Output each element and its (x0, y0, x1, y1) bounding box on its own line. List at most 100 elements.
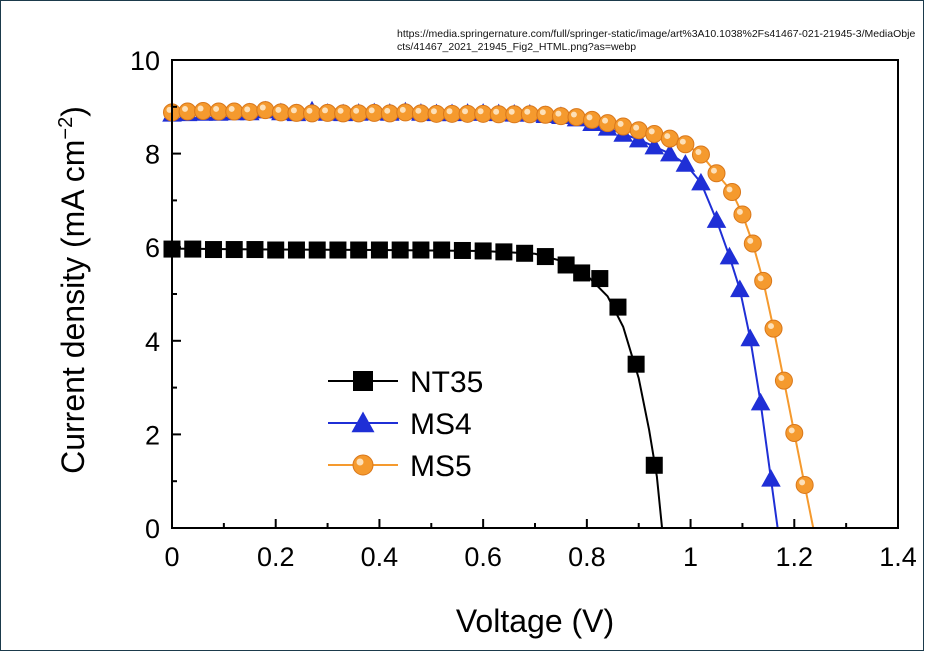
data-point-ms5-highlight (539, 109, 546, 116)
data-point-ms5 (764, 319, 783, 338)
data-point-ms5 (271, 103, 290, 122)
y-tick-label: 8 (145, 140, 160, 170)
data-point-ms5-highlight (430, 108, 437, 115)
data-point-ms5-highlight (166, 106, 173, 113)
x-tick-label: 0.4 (361, 542, 399, 572)
data-point-ms4 (719, 246, 740, 265)
y-tick-label: 2 (145, 420, 160, 450)
data-point-nt35 (609, 298, 627, 316)
data-point-ms4 (660, 143, 680, 162)
data-point-ms5 (505, 105, 524, 124)
data-point-nt35 (474, 242, 492, 260)
series-line-ms4 (171, 109, 779, 529)
data-point-ms5-highlight (757, 275, 764, 282)
data-point-nt35 (453, 241, 471, 259)
data-point-ms5 (178, 102, 197, 121)
data-point-ms5 (536, 105, 555, 124)
legend-label-ms4: MS4 (410, 408, 472, 441)
data-point-ms5-highlight (368, 107, 375, 114)
data-point-ms5 (489, 105, 508, 124)
data-point-ms5 (209, 102, 228, 121)
data-point-nt35 (536, 248, 554, 266)
data-point-ms4 (644, 136, 665, 155)
data-point-nt35 (573, 264, 591, 282)
data-point-ms5-highlight (415, 107, 422, 114)
data-point-nt35 (370, 241, 388, 259)
data-point-ms5-highlight (244, 106, 251, 113)
data-point-ms5 (303, 104, 322, 123)
data-point-nt35 (557, 256, 575, 274)
data-point-ms5-highlight (322, 107, 328, 114)
data-point-ms5 (676, 135, 695, 154)
data-point-ms5 (707, 164, 726, 183)
data-point-ms5 (733, 205, 752, 224)
data-point-ms5 (458, 104, 477, 123)
y-axis-title-close: ) (55, 106, 91, 117)
data-point-ms5 (443, 104, 462, 123)
data-point-ms5 (349, 104, 368, 123)
data-point-ms5-highlight (182, 105, 188, 112)
data-point-ms5 (629, 121, 648, 140)
data-point-ms5 (660, 129, 679, 148)
data-point-ms5-highlight (399, 106, 406, 113)
axes: 0 0.2 0.4 0.6 0.8 1 1.2 1.4 0 2 4 6 8 10 (130, 46, 917, 572)
data-point-ms5 (645, 124, 664, 143)
data-point-ms5 (194, 102, 213, 121)
data-point-ms5-highlight (259, 104, 266, 111)
data-point-ms5-highlight (778, 375, 785, 382)
data-point-ms5 (334, 104, 353, 123)
legend-marker-ms5-highlight (356, 458, 364, 466)
data-point-ms5-highlight (664, 133, 671, 140)
data-point-ms5 (723, 182, 742, 201)
data-point-ms5-highlight (570, 111, 577, 118)
legend-item-ms5: MS5 (328, 450, 472, 483)
data-point-ms4 (740, 328, 760, 347)
data-point-ms5-highlight (337, 107, 344, 114)
data-point-nt35 (591, 270, 609, 288)
data-point-nt35 (433, 241, 451, 259)
data-point-nt35 (225, 241, 243, 259)
data-point-ms5 (411, 104, 430, 123)
legend: NT35 MS4 MS5 (328, 366, 483, 483)
data-point-ms5 (614, 117, 633, 136)
data-point-ms5-highlight (290, 107, 297, 114)
data-point-ms5 (256, 101, 275, 120)
series-layer (162, 100, 815, 529)
x-tick-label: 1.2 (776, 542, 814, 572)
data-point-ms5-highlight (747, 237, 754, 244)
data-point-ms5-highlight (213, 105, 220, 112)
data-point-ms4 (675, 154, 696, 172)
data-point-nt35 (204, 241, 222, 259)
data-point-ms5-highlight (602, 117, 609, 124)
data-point-ms5 (396, 103, 415, 122)
data-point-ms5-highlight (710, 167, 717, 174)
legend-item-ms4: MS4 (328, 408, 472, 441)
data-point-ms5 (567, 108, 586, 127)
legend-label-ms5: MS5 (410, 450, 472, 483)
data-point-ms5-highlight (477, 108, 484, 115)
data-point-nt35 (267, 241, 285, 259)
data-point-ms5 (774, 371, 793, 390)
data-point-ms5-highlight (555, 110, 562, 117)
data-point-nt35 (329, 241, 347, 259)
legend-marker-ms4 (351, 411, 375, 433)
data-point-ms5-highlight (197, 105, 204, 112)
data-point-ms5-highlight (633, 124, 640, 131)
data-point-ms5-highlight (508, 108, 515, 115)
data-point-ms5-highlight (788, 427, 795, 434)
data-point-nt35 (412, 241, 430, 259)
data-point-ms5 (583, 110, 602, 129)
data-point-ms5 (240, 102, 259, 121)
data-point-nt35 (391, 241, 409, 259)
data-point-ms5 (598, 114, 617, 133)
data-point-nt35 (350, 241, 368, 259)
data-point-ms4 (691, 172, 711, 191)
legend-label-nt35: NT35 (410, 366, 483, 399)
data-point-ms5 (691, 145, 710, 164)
y-tick-label: 4 (145, 327, 160, 357)
source-url-text: https://media.springernature.com/full/sp… (397, 28, 916, 53)
data-point-ms5 (551, 107, 570, 126)
y-tick-label: 10 (130, 46, 160, 76)
